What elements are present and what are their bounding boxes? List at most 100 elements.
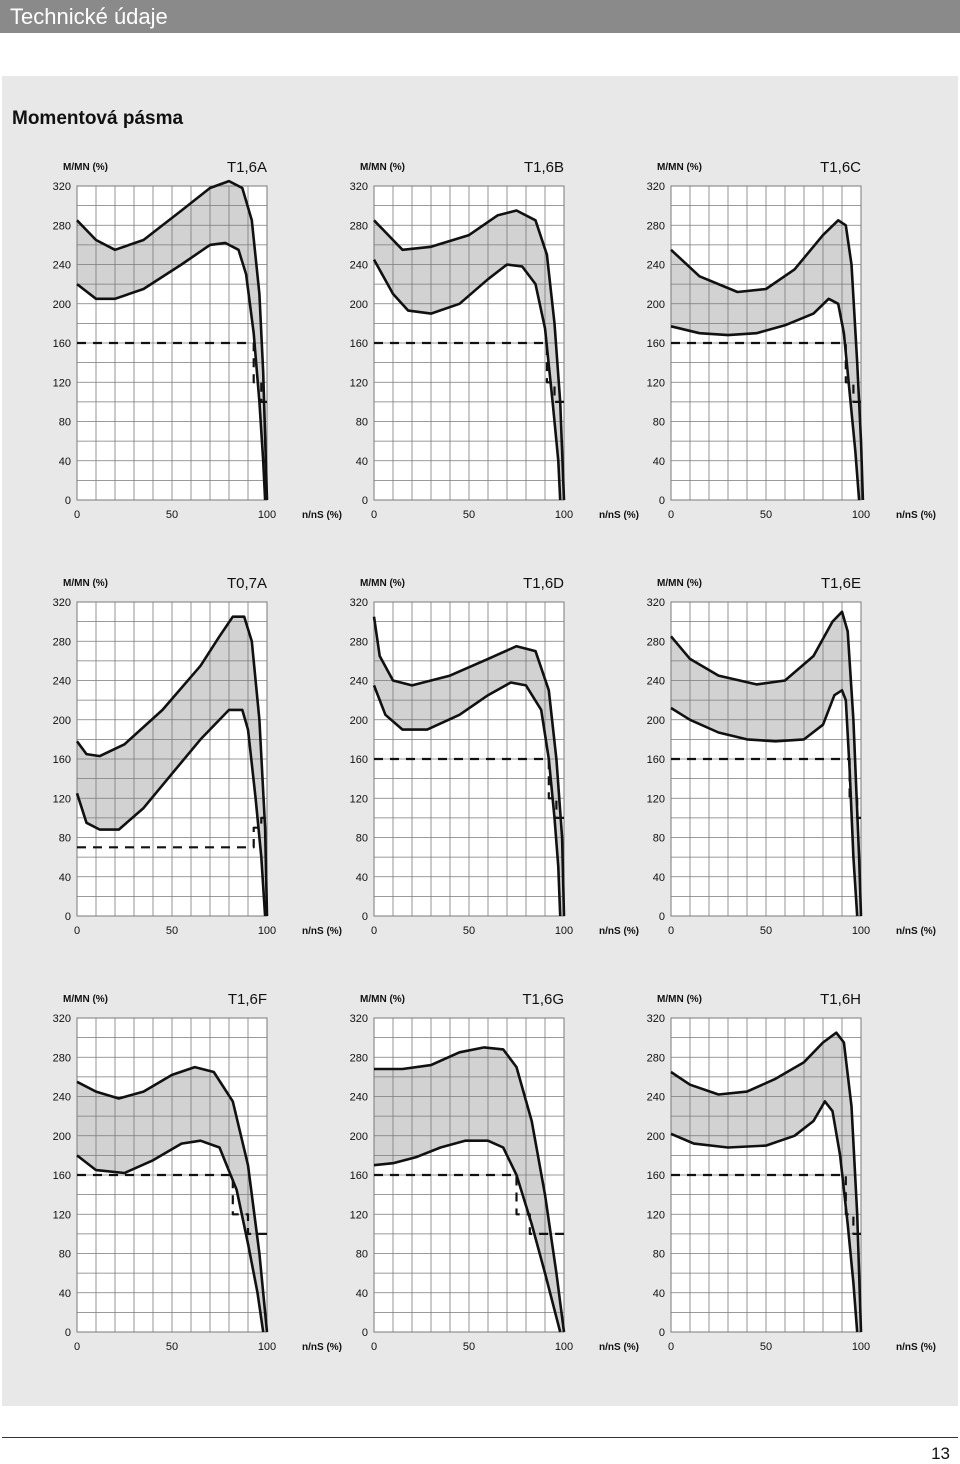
y-tick-label: 200 (350, 1131, 368, 1143)
y-tick-label: 320 (350, 181, 368, 193)
y-tick-label: 280 (350, 220, 368, 232)
lower-curve (670, 1100, 859, 1333)
x-tick-label: 0 (74, 509, 80, 521)
lower-curve (373, 1139, 562, 1333)
y-tick-label: 280 (53, 220, 71, 232)
y-tick-label: 160 (53, 338, 71, 350)
y-tick-label: 200 (350, 715, 368, 727)
upper-curve (670, 1031, 863, 1333)
y-tick-label: 80 (653, 417, 665, 429)
upper-curve (76, 179, 269, 501)
x-tick-label: 100 (555, 509, 573, 521)
y-tick-label: 0 (65, 1327, 71, 1339)
y-tick-label: 280 (53, 636, 71, 648)
y-tick-label: 240 (350, 1092, 368, 1104)
chart-title: T1,6H (820, 991, 861, 1008)
y-tick-label: 200 (647, 715, 665, 727)
x-tick-label: 50 (463, 1341, 475, 1353)
lower-curve (372, 681, 562, 917)
x-tick-label: 50 (760, 1341, 772, 1353)
torque-band-fill (374, 616, 564, 916)
y-tick-label: 120 (647, 1209, 665, 1221)
torque-band-fill (374, 1047, 564, 1332)
y-tick-label: 40 (653, 1288, 665, 1300)
dashed-curve (374, 757, 564, 819)
x-axis-label: n/nS (%) (896, 510, 936, 521)
x-axis-label: n/nS (%) (599, 510, 639, 521)
lower-curve (670, 297, 861, 501)
y-tick-label: 200 (647, 1131, 665, 1143)
y-tick-label: 240 (647, 260, 665, 272)
section-title: Momentová pásma (12, 108, 184, 129)
y-tick-label: 240 (53, 1092, 71, 1104)
y-tick-label: 120 (53, 1209, 71, 1221)
x-tick-label: 0 (668, 1341, 674, 1353)
y-tick-label: 0 (362, 495, 368, 507)
y-tick-label: 320 (53, 181, 71, 193)
x-axis-label: n/nS (%) (599, 1342, 639, 1353)
torque-band-fill (374, 210, 564, 500)
y-tick-label: 120 (350, 377, 368, 389)
y-tick-label: 40 (59, 872, 71, 884)
upper-curve (75, 615, 269, 917)
y-tick-label: 40 (653, 456, 665, 468)
torque-band-fill (671, 1032, 861, 1332)
y-tick-label: 120 (647, 793, 665, 805)
upper-curve (373, 209, 566, 501)
y-tick-label: 80 (653, 833, 665, 845)
x-tick-label: 50 (166, 925, 178, 937)
x-tick-label: 50 (463, 925, 475, 937)
dashed-curve (77, 1173, 267, 1235)
x-tick-label: 100 (555, 1341, 573, 1353)
header-bar: Technické údaje (0, 0, 960, 33)
chart-5: 0 40 80 120 160 200 240 280 320 0 50 100 M/MN (%) n/n… (647, 575, 936, 937)
x-tick-label: 50 (760, 509, 772, 521)
chart-title: T1,6G (522, 991, 564, 1008)
y-tick-label: 160 (350, 1170, 368, 1182)
dashed-curve (374, 1173, 564, 1235)
x-tick-label: 50 (463, 509, 475, 521)
torque-band-fill (671, 611, 861, 916)
plot-border (76, 601, 268, 917)
chart-7: 0 40 80 120 160 200 240 280 320 0 50 100 M/MN (%) n/n… (350, 991, 639, 1353)
y-tick-label: 240 (350, 676, 368, 688)
y-tick-label: 160 (53, 754, 71, 766)
y-tick-label: 240 (647, 676, 665, 688)
y-tick-label: 280 (647, 1052, 665, 1064)
x-axis-label: n/nS (%) (302, 510, 342, 521)
y-tick-label: 240 (53, 260, 71, 272)
y-tick-label: 80 (356, 833, 368, 845)
x-tick-label: 100 (852, 925, 870, 937)
x-axis-label: n/nS (%) (599, 926, 639, 937)
x-tick-label: 0 (371, 509, 377, 521)
x-tick-label: 100 (852, 509, 870, 521)
y-tick-label: 80 (356, 417, 368, 429)
torque-band-fill (671, 220, 863, 501)
y-tick-label: 200 (53, 1131, 71, 1143)
x-tick-label: 50 (166, 509, 178, 521)
y-axis-label: M/MN (%) (63, 578, 108, 589)
chart-0: 0 40 80 120 160 200 240 280 320 0 50 100 M/MN (%) n/n… (53, 159, 342, 521)
upper-curve (670, 219, 865, 501)
dashed-curve (77, 816, 267, 849)
chart-3: 0 40 80 120 160 200 240 280 320 0 50 100 M/MN (%) n/n… (53, 575, 342, 937)
y-tick-label: 320 (647, 181, 665, 193)
x-tick-label: 100 (258, 509, 276, 521)
y-tick-label: 0 (362, 911, 368, 923)
y-tick-label: 240 (53, 676, 71, 688)
y-tick-label: 80 (59, 833, 71, 845)
x-tick-label: 100 (852, 1341, 870, 1353)
y-tick-label: 320 (350, 597, 368, 609)
upper-curve (76, 1065, 269, 1333)
page-number: 13 (931, 1444, 950, 1463)
y-axis-label: M/MN (%) (657, 578, 702, 589)
y-tick-label: 200 (350, 299, 368, 311)
y-tick-label: 0 (659, 1327, 665, 1339)
y-tick-label: 0 (659, 911, 665, 923)
y-tick-label: 0 (65, 911, 71, 923)
lower-curve (75, 708, 267, 917)
y-tick-label: 40 (59, 1288, 71, 1300)
chart-2: 0 40 80 120 160 200 240 280 320 0 50 100 M/MN (%) n/n… (647, 159, 936, 521)
chart-title: T0,7A (227, 575, 267, 592)
x-tick-label: 100 (555, 925, 573, 937)
